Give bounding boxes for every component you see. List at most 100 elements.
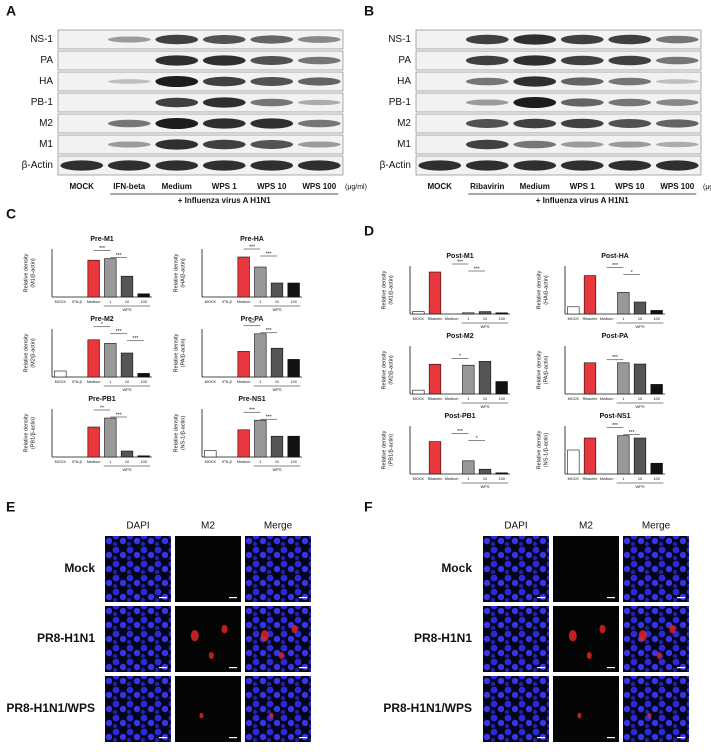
micrograph xyxy=(245,606,311,672)
x-tick-label: 10 xyxy=(483,477,487,481)
bar xyxy=(412,311,425,315)
scale-bar xyxy=(607,737,615,739)
bar xyxy=(650,384,663,395)
bar xyxy=(87,259,100,298)
blot-band xyxy=(465,34,509,45)
blot-band xyxy=(202,55,246,66)
blot-band xyxy=(155,139,199,150)
blot-band xyxy=(297,160,341,171)
bar xyxy=(120,450,134,458)
scale-bar xyxy=(159,597,167,599)
row-label: PR8-H1N1/WPS xyxy=(6,701,95,715)
micrograph xyxy=(245,676,311,742)
blot-band xyxy=(250,98,294,107)
x-tick-label: MOCK xyxy=(568,397,580,401)
blot-strip xyxy=(415,92,702,113)
blot-band xyxy=(513,55,557,66)
scale-bar xyxy=(677,597,685,599)
y-axis-label: Relative density xyxy=(173,253,179,292)
scale-bar xyxy=(677,667,685,669)
column-label: Merge xyxy=(642,521,671,532)
x-tick-label: IFN-β xyxy=(72,380,82,384)
micrograph xyxy=(553,606,619,672)
blot-band xyxy=(608,98,652,107)
m2-signal xyxy=(599,624,606,634)
blot-row-label: M1 xyxy=(39,139,53,150)
y-axis-label: (HA/β-actin) xyxy=(180,258,186,288)
x-tick-label: MOCK xyxy=(568,477,580,481)
chart-title: Pre-M1 xyxy=(90,236,113,243)
blot-band xyxy=(297,141,341,148)
x-tick-label: 1 xyxy=(259,300,261,304)
x-tick-label: Medium xyxy=(237,460,251,464)
blot-band xyxy=(155,76,199,87)
lane-label: MOCK xyxy=(70,182,95,191)
y-axis-label: Relative density xyxy=(173,333,179,372)
x-tick-label: Medium xyxy=(237,300,251,304)
m2-signal xyxy=(586,652,592,659)
blot-band xyxy=(513,34,557,45)
x-tick-label: IFN-β xyxy=(222,300,232,304)
bar xyxy=(583,362,597,395)
significance-label: * xyxy=(631,270,633,276)
bar xyxy=(104,343,117,378)
bar xyxy=(287,435,300,458)
scale-bar xyxy=(299,597,307,599)
x-tick-label: 10 xyxy=(483,397,487,401)
column-label: M2 xyxy=(201,521,215,532)
x-tick-label: 100 xyxy=(140,380,146,384)
x-tick-label: MOCK xyxy=(55,460,67,464)
m2-signal xyxy=(577,712,582,719)
significance-label: *** xyxy=(99,246,105,252)
blot-band xyxy=(513,97,557,108)
chart-title: Post-HA xyxy=(601,253,629,260)
micrograph xyxy=(175,536,241,602)
blot-band xyxy=(155,97,199,108)
m2-signal xyxy=(568,630,577,642)
group-label: WPS xyxy=(122,467,131,472)
x-tick-label: 1 xyxy=(109,380,111,384)
bar xyxy=(495,381,508,395)
lane-label: WPS 10 xyxy=(615,182,645,191)
m2-signal xyxy=(291,624,298,634)
row-label: PR8-H1N1 xyxy=(414,631,472,645)
lane-label: Medium xyxy=(520,182,550,191)
bar xyxy=(650,462,663,475)
bar xyxy=(104,417,117,458)
significance-label: * xyxy=(476,436,478,442)
micrograph xyxy=(623,606,689,672)
blot-band xyxy=(655,79,699,84)
x-tick-label: 100 xyxy=(290,380,296,384)
x-tick-label: 100 xyxy=(498,477,504,481)
x-tick-label: 1 xyxy=(259,380,261,384)
blot-row-label: M2 xyxy=(397,118,411,129)
chart-title: Post-M1 xyxy=(446,253,473,260)
x-tick-label: Medium xyxy=(87,380,101,384)
bar xyxy=(617,435,630,475)
bar xyxy=(270,282,284,298)
chart-title: Pre-PB1 xyxy=(88,396,115,403)
blot-band xyxy=(560,118,604,129)
significance-label: *** xyxy=(457,429,463,435)
y-axis-label: (M2/β-actin) xyxy=(388,355,394,385)
x-tick-label: Medium xyxy=(600,397,614,401)
significance-label: *** xyxy=(116,329,122,335)
blot-band xyxy=(655,99,699,106)
x-tick-label: 10 xyxy=(483,317,487,321)
micrograph xyxy=(623,536,689,602)
bar xyxy=(462,460,475,475)
y-axis-label: (NS-1/β-actin) xyxy=(180,416,186,451)
bar xyxy=(617,362,630,395)
bar xyxy=(137,373,150,378)
x-tick-label: 100 xyxy=(653,397,659,401)
lane-label: WPS 1 xyxy=(212,182,237,191)
scale-bar xyxy=(607,597,615,599)
x-tick-label: MOCK xyxy=(205,380,217,384)
bar xyxy=(87,426,100,458)
significance-label: *** xyxy=(266,328,272,334)
column-label: M2 xyxy=(579,521,593,532)
bar xyxy=(270,347,284,378)
x-tick-label: 10 xyxy=(125,300,129,304)
bar xyxy=(287,282,300,298)
bar xyxy=(428,363,442,395)
